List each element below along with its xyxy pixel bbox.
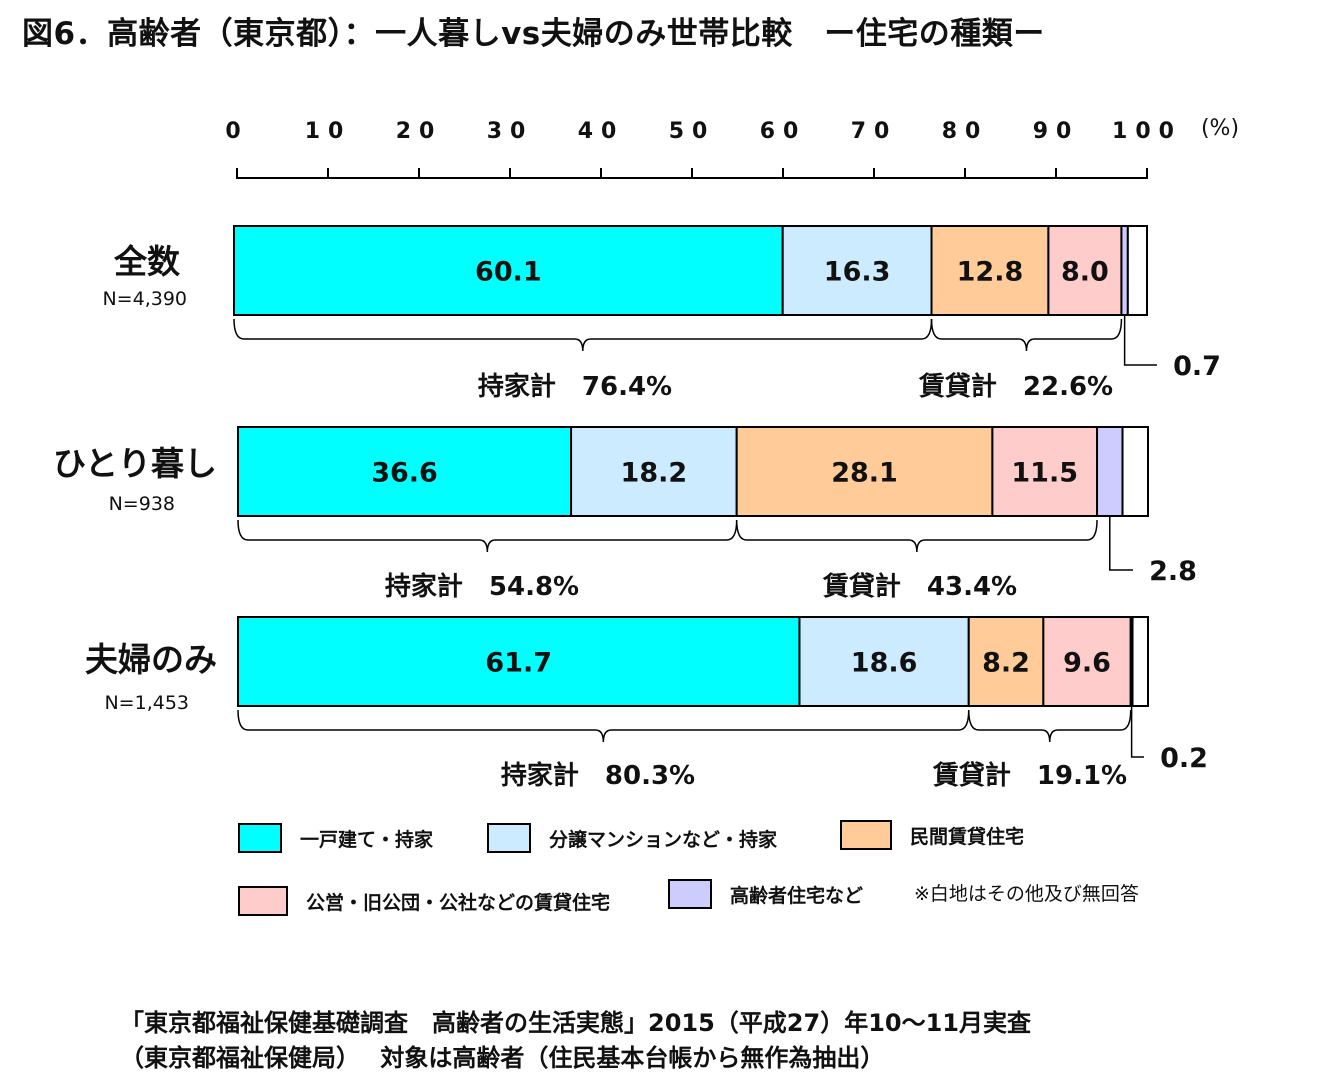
rent-brace: [735, 519, 1098, 553]
legend-label-elderly-housing: 高齢者住宅など: [730, 884, 864, 907]
bar-segment: [798, 616, 970, 707]
data-label: 12.8: [957, 257, 1024, 288]
own-total-label: 持家計 76.4%: [478, 371, 672, 402]
bar-segment: [1096, 426, 1124, 517]
own-brace: [237, 709, 970, 743]
own-total-label: 持家計 54.8%: [385, 571, 579, 602]
bar-segment: [570, 426, 738, 517]
data-label: 28.1: [831, 458, 898, 489]
x-tick-label: 90: [1033, 119, 1080, 144]
category-label-all: 全数: [114, 242, 180, 281]
callout-label: 0.7: [1173, 351, 1221, 382]
rent-total-label: 賃貸計 43.4%: [822, 571, 1017, 602]
legend-label-condo: 分譲マンションなど・持家: [549, 828, 778, 851]
x-tick-label: 10: [305, 119, 352, 144]
legend-swatch-elderly-housing: [668, 879, 712, 909]
bar-segment: [237, 426, 573, 517]
legend-item-private-rental: 民間賃貸住宅: [840, 820, 1024, 850]
x-tick-label: 40: [578, 119, 625, 144]
bar-segment: [1047, 225, 1123, 316]
bar-segment: [930, 225, 1050, 316]
bar-segment: [967, 616, 1045, 707]
source-line-2: （東京都福祉保健局） 対象は高齢者（住民基本台帳から無作為抽出）: [120, 1044, 885, 1072]
data-label: 61.7: [485, 648, 552, 679]
n-label-single: N=938: [108, 493, 175, 515]
legend-swatch-detached: [238, 823, 282, 853]
callout-label: 2.8: [1149, 556, 1197, 587]
callout-label: 0.2: [1160, 743, 1208, 774]
x-tick-label: 30: [487, 119, 534, 144]
category-label-couple: 夫婦のみ: [85, 640, 217, 679]
bar-segment: [1042, 616, 1132, 707]
x-tick-label: 50: [669, 119, 716, 144]
legend-label-detached: 一戸建て・持家: [300, 828, 434, 851]
callout-line: [1123, 315, 1157, 366]
bar-segment: [1131, 616, 1150, 707]
data-label: 11.5: [1011, 458, 1078, 489]
own-total-label: 持家計 80.3%: [501, 760, 695, 791]
x-tick-label: 0: [225, 119, 248, 144]
rent-brace: [930, 318, 1123, 352]
n-label-all: N=4,390: [102, 288, 187, 310]
legend-item-public-rental: 公営・旧公団・公社などの賃貸住宅: [238, 886, 610, 916]
source-line-1: 「東京都福祉保健基礎調査 高齢者の生活実態」2015（平成27）年10～11月実…: [120, 1009, 1031, 1037]
data-label: 18.2: [621, 458, 688, 489]
n-label-couple: N=1,453: [104, 692, 189, 714]
bar-segment: [735, 426, 994, 517]
data-label: 60.1: [475, 257, 542, 288]
bar-segment: [1121, 426, 1150, 517]
x-tick-label: 20: [396, 119, 443, 144]
callout-line: [1130, 706, 1144, 758]
own-brace: [233, 318, 933, 352]
legend-label-private-rental: 民間賃貸住宅: [910, 825, 1025, 848]
bar-segment: [1126, 225, 1149, 316]
chart-title: 図6．高齢者（東京都）：一人暮しvs夫婦のみ世帯比較 ー住宅の種類ー: [22, 16, 1045, 52]
data-label: 8.2: [982, 648, 1030, 679]
rent-total-label: 賃貸計 22.6%: [918, 371, 1113, 402]
legend-swatch-condo: [487, 823, 531, 853]
legend-item-condo: 分譲マンションなど・持家: [487, 823, 777, 853]
legend-item-elderly-housing: 高齢者住宅など: [668, 879, 863, 909]
own-brace: [237, 519, 738, 553]
data-label: 18.6: [851, 648, 918, 679]
legend-label-public-rental: 公営・旧公団・公社などの賃貸住宅: [306, 891, 611, 914]
category-label-single: ひとり暮し: [52, 444, 217, 483]
x-tick-label: 100: [1112, 119, 1182, 144]
legend-swatch-public-rental: [238, 886, 288, 916]
legend-item-detached: 一戸建て・持家: [238, 823, 433, 853]
data-label: 36.6: [371, 458, 438, 489]
data-label: 9.6: [1063, 648, 1111, 679]
data-label: 8.0: [1061, 257, 1109, 288]
bar-segment: [237, 616, 801, 707]
rent-brace: [967, 709, 1132, 743]
data-label: 16.3: [824, 257, 891, 288]
x-tick-label: 70: [851, 119, 898, 144]
x-axis-unit: (%): [1201, 116, 1239, 141]
x-tick-label: 60: [760, 119, 807, 144]
rent-total-label: 賃貸計 19.1%: [932, 760, 1127, 791]
legend-swatch-private-rental: [840, 820, 892, 850]
bar-segment: [233, 225, 784, 316]
callout-line: [1109, 516, 1133, 571]
x-tick-label: 80: [942, 119, 989, 144]
legend-note: ※白地はその他及び無回答: [914, 883, 1139, 905]
